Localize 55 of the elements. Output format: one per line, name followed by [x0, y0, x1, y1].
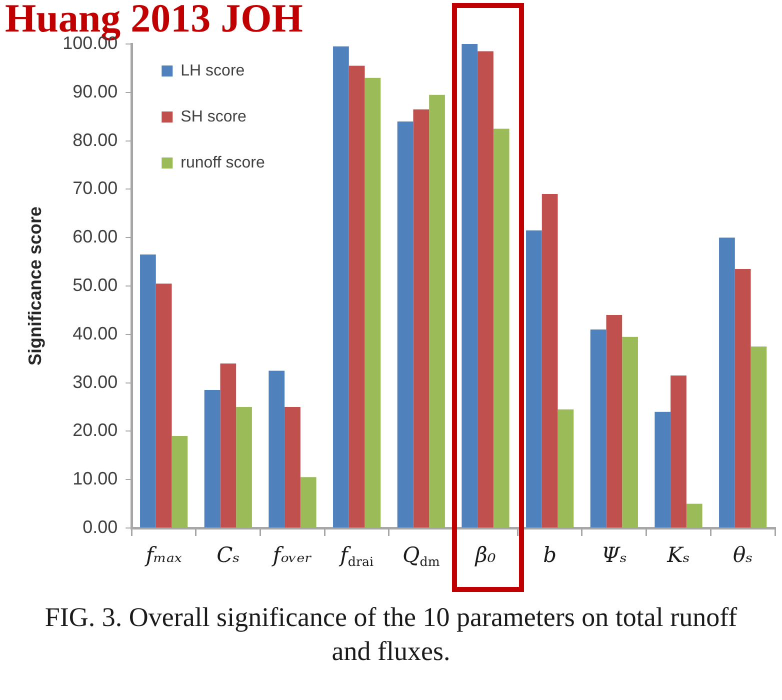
legend-label: LH score — [180, 62, 245, 80]
y-axis-title: Significance score — [24, 206, 45, 366]
bar — [284, 407, 300, 528]
bar — [654, 412, 671, 528]
y-tick-label: 10.00 — [72, 468, 118, 489]
bar — [590, 330, 606, 528]
bar — [622, 336, 638, 528]
x-tick-label: b — [543, 542, 557, 568]
bar — [172, 436, 188, 528]
x-tick-label: fₒᵥₑᵣ — [272, 542, 312, 568]
bar — [364, 78, 381, 528]
bar — [348, 66, 365, 528]
y-tick-label: 20.00 — [72, 420, 118, 440]
bar — [526, 230, 542, 528]
y-tick-label: 0.00 — [82, 516, 118, 537]
bar — [236, 407, 252, 528]
x-tick-label: θₛ — [732, 542, 753, 568]
bar — [333, 46, 349, 528]
bar — [413, 109, 430, 528]
x-tick-label: Kₛ — [667, 542, 690, 568]
y-tick-label: 70.00 — [72, 178, 118, 198]
bar — [156, 284, 172, 528]
bar — [493, 128, 510, 528]
caption: FIG. 3. Overall significance of the 10 parameters on total runoff and fluxes. — [44, 601, 738, 668]
bar — [558, 409, 574, 528]
y-tick-label: 50.00 — [72, 274, 118, 295]
x-tick-label: Cₛ — [216, 542, 240, 568]
y-tick-label: 90.00 — [72, 81, 118, 102]
bar — [686, 504, 702, 528]
bar — [750, 346, 767, 528]
bar — [204, 390, 220, 528]
x-tick-label: Ψₛ — [601, 542, 627, 568]
bar — [140, 254, 156, 528]
y-tick-label: 40.00 — [72, 323, 118, 344]
bar — [300, 477, 316, 528]
bar — [397, 121, 414, 528]
bar — [719, 238, 735, 528]
legend-label: SH score — [180, 108, 247, 126]
y-tick-label: 30.00 — [72, 372, 118, 392]
x-tick-label: f$_{drai}$ — [340, 542, 374, 571]
x-tick-label: β₀ — [475, 542, 496, 568]
bar — [220, 363, 236, 528]
y-tick-label: 60.00 — [72, 226, 118, 247]
bar — [462, 44, 478, 528]
x-tick-label: fₘₐₓ — [146, 542, 182, 568]
bar — [478, 51, 494, 528]
bar — [268, 370, 285, 528]
y-tick-label: 80.00 — [72, 130, 118, 150]
bar — [542, 194, 558, 528]
bar — [606, 315, 622, 528]
legend-label: runoff score — [180, 154, 265, 172]
bar — [670, 376, 686, 528]
bar — [429, 94, 445, 528]
bar — [734, 269, 751, 528]
x-tick-label: Q$_{dm}$ — [402, 542, 440, 571]
